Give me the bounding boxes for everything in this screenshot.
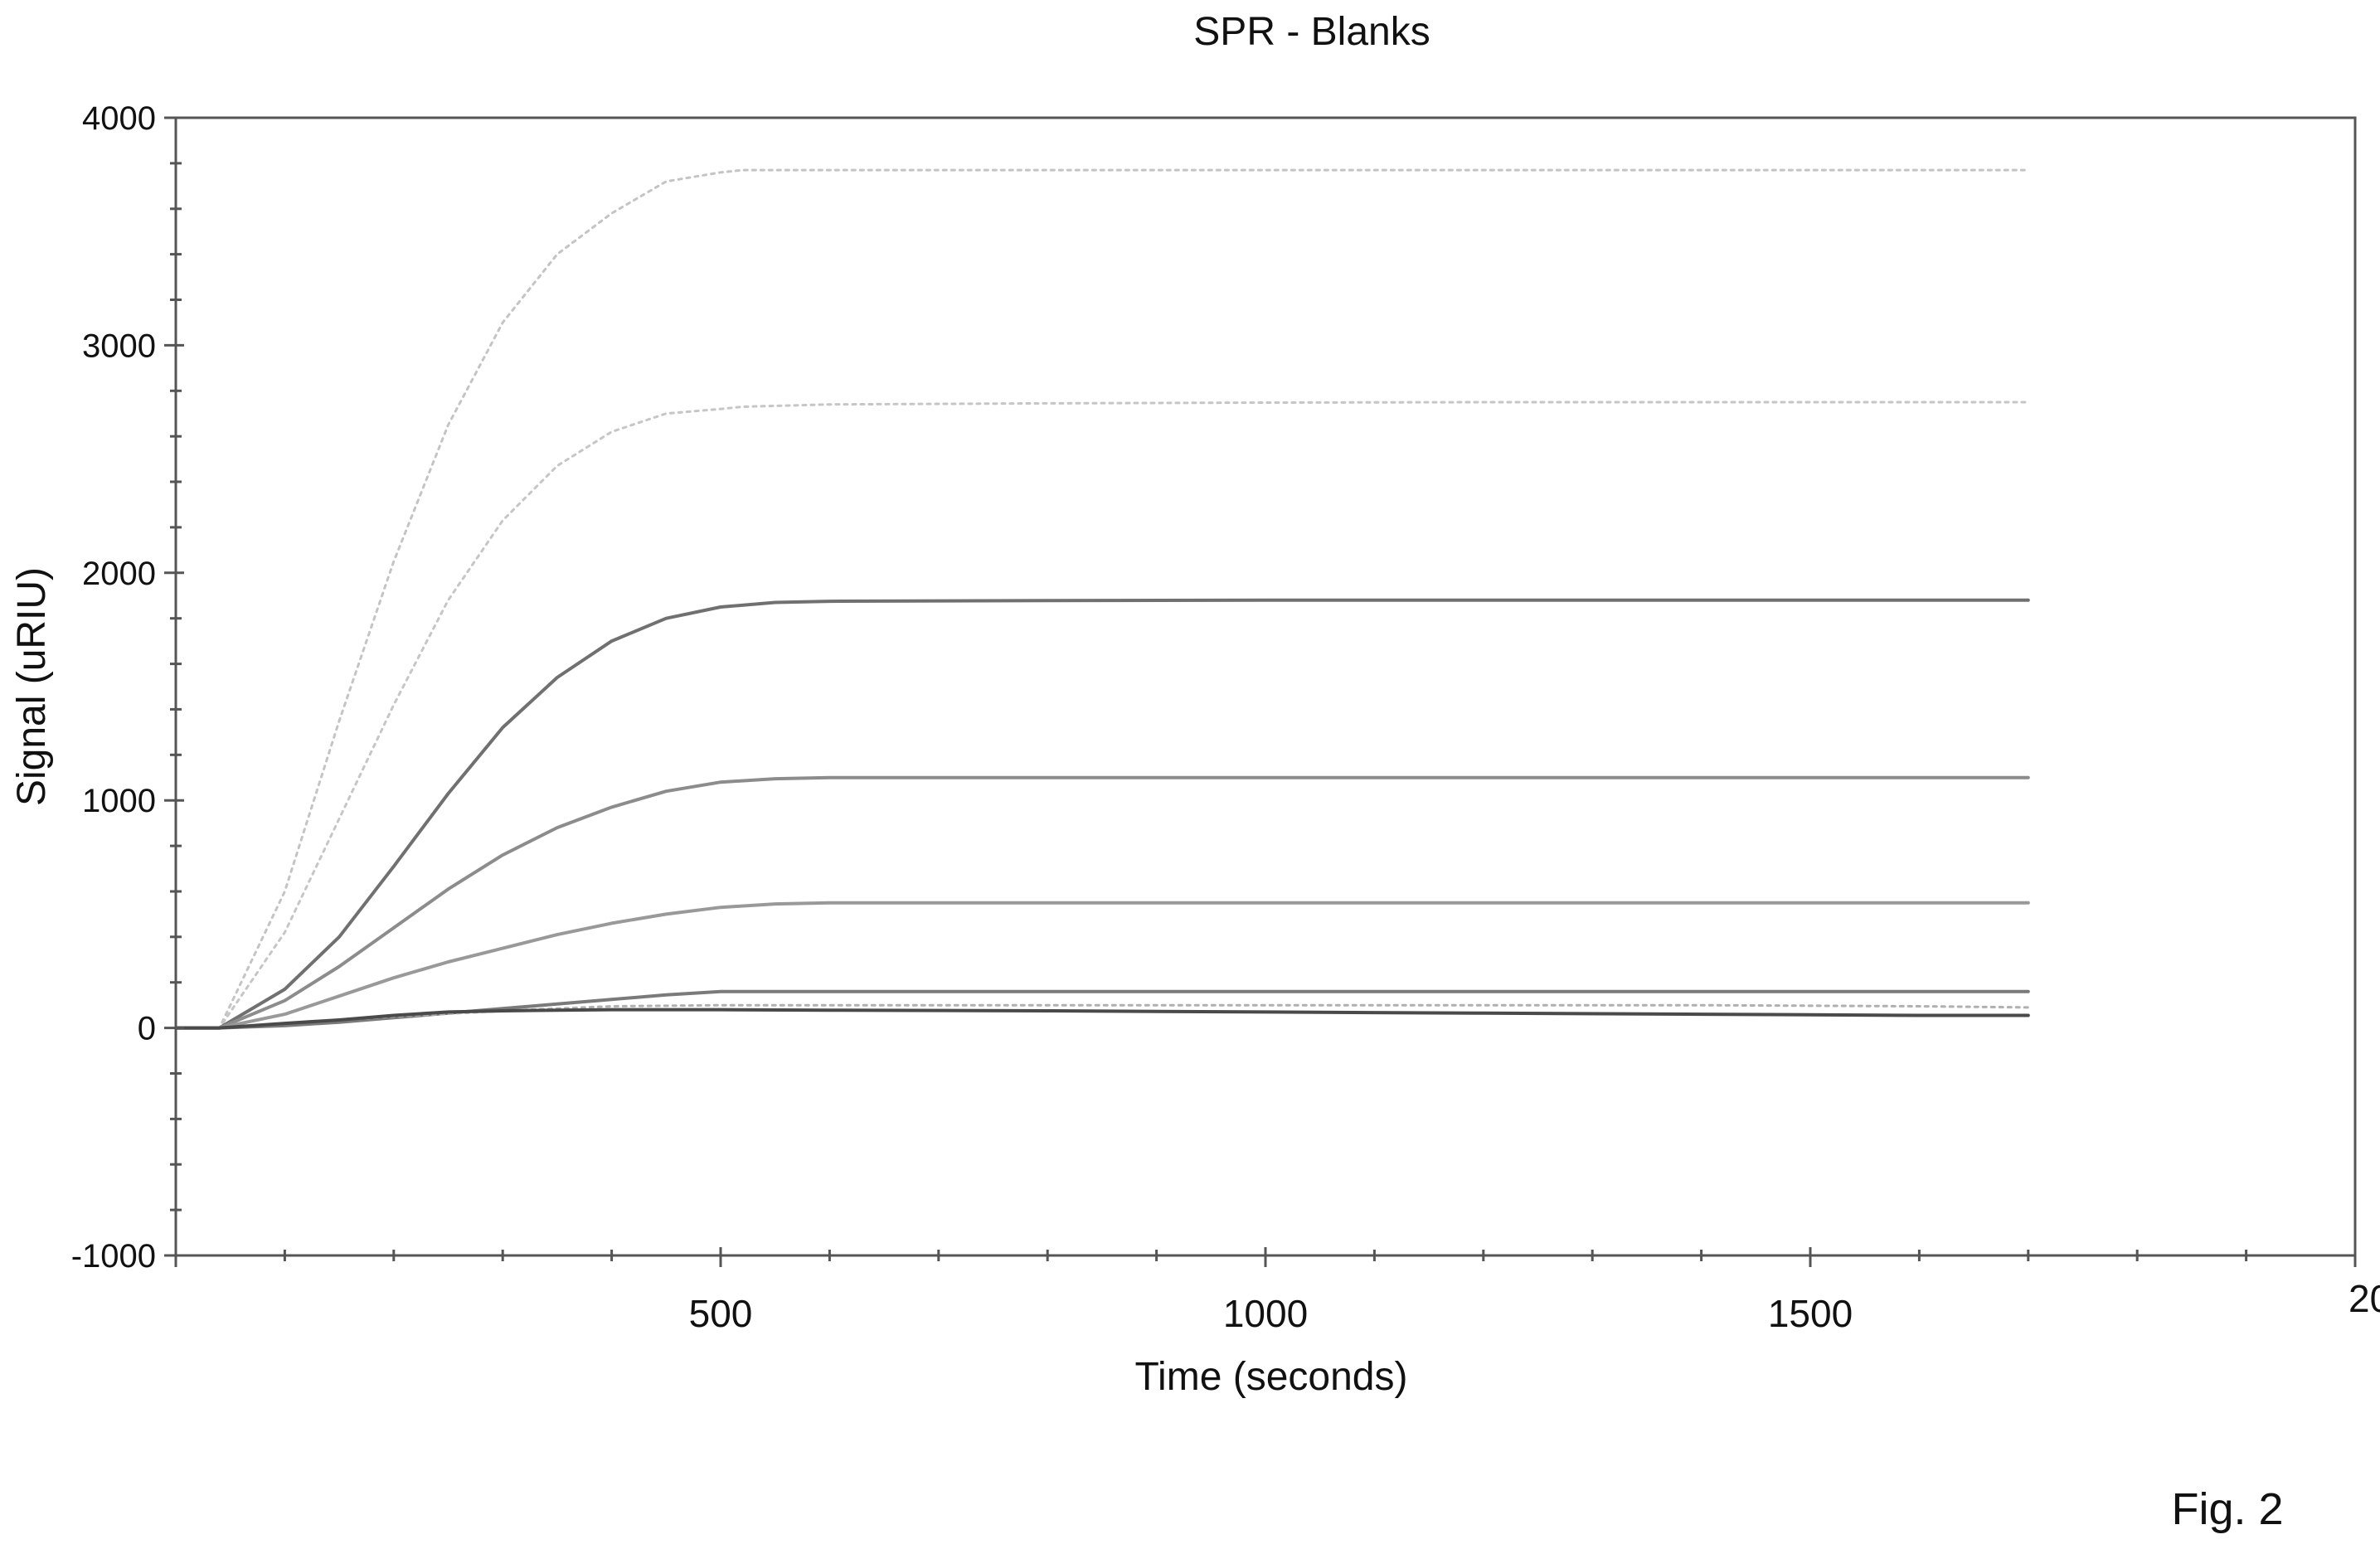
series-line-3 <box>174 598 2030 1030</box>
series-line-1 <box>174 168 2030 1030</box>
y-tick-label: 3000 <box>82 328 156 364</box>
series-line-7 <box>174 1003 2030 1030</box>
y-tick-label: 0 <box>138 1011 156 1047</box>
series-line-5 <box>174 901 2030 1030</box>
y-tick-label: 4000 <box>82 100 156 137</box>
x-tick-label: 1000 <box>1223 1292 1308 1335</box>
x-tick-label: 2000 <box>2348 1277 2380 1320</box>
y-axis: -1000 0 1000 2000 3000 4000 <box>71 100 184 1275</box>
series-layer <box>174 168 2030 1030</box>
x-axis: 500 1000 1500 2000 <box>174 1247 2380 1335</box>
y-tick-label: -1000 <box>71 1238 156 1275</box>
x-tick-label: 500 <box>689 1292 753 1335</box>
y-axis-title: Signal (uRIU) <box>10 567 54 806</box>
x-axis-title: Time (seconds) <box>1135 1355 1408 1399</box>
series-line-4 <box>174 775 2030 1030</box>
chart-title: SPR - Blanks <box>1193 10 1430 54</box>
y-tick-label: 2000 <box>82 556 156 592</box>
figure-label: Fig. 2 <box>2171 1484 2283 1534</box>
x-tick-label: 1500 <box>1768 1292 1853 1335</box>
series-line-8 <box>174 1008 2030 1030</box>
series-line-6 <box>174 989 2030 1030</box>
y-tick-label: 1000 <box>82 783 156 819</box>
series-line-2 <box>174 401 2030 1030</box>
plot-frame <box>174 116 2357 1257</box>
